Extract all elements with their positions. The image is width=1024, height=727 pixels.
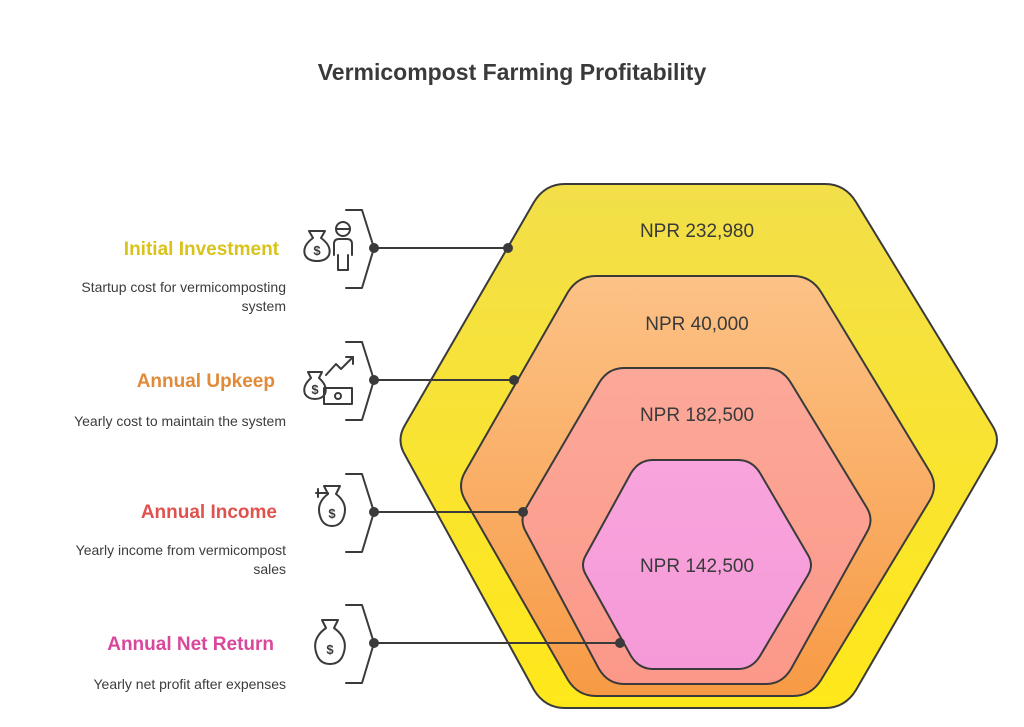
value-annual-net-return: NPR 142,500 — [640, 556, 754, 577]
money-bag-person-icon: $ — [303, 221, 353, 271]
desc-initial-investment-line2: system — [242, 298, 286, 314]
connectors — [369, 243, 625, 648]
money-growth-icon: $ — [303, 356, 354, 405]
page-title: Vermicompost Farming Profitability — [318, 59, 707, 85]
svg-text:$: $ — [311, 382, 319, 397]
label-annual-income: Annual Income — [141, 502, 277, 523]
hexagon-annual-net-return — [582, 459, 812, 670]
desc-annual-income-line1: Yearly income from vermicompost — [76, 542, 286, 558]
icon-brackets — [345, 209, 375, 684]
label-annual-upkeep: Annual Upkeep — [137, 371, 275, 392]
money-bag-income-icon: $ — [315, 485, 346, 527]
value-annual-upkeep: NPR 40,000 — [645, 314, 749, 335]
desc-annual-income-line2: sales — [253, 561, 286, 577]
svg-text:$: $ — [328, 506, 336, 521]
value-annual-income: NPR 182,500 — [640, 405, 754, 426]
svg-text:$: $ — [313, 243, 321, 258]
value-initial-investment: NPR 232,980 — [640, 221, 754, 242]
hexagon-stack — [399, 183, 998, 709]
desc-initial-investment-line1: Startup cost for vermicomposting — [81, 279, 286, 295]
svg-text:$: $ — [326, 642, 334, 657]
money-bag-icon: $ — [314, 619, 346, 665]
desc-annual-net-return: Yearly net profit after expenses — [94, 676, 287, 692]
desc-annual-upkeep: Yearly cost to maintain the system — [74, 413, 286, 429]
label-initial-investment: Initial Investment — [124, 239, 280, 260]
label-annual-net-return: Annual Net Return — [107, 634, 274, 655]
